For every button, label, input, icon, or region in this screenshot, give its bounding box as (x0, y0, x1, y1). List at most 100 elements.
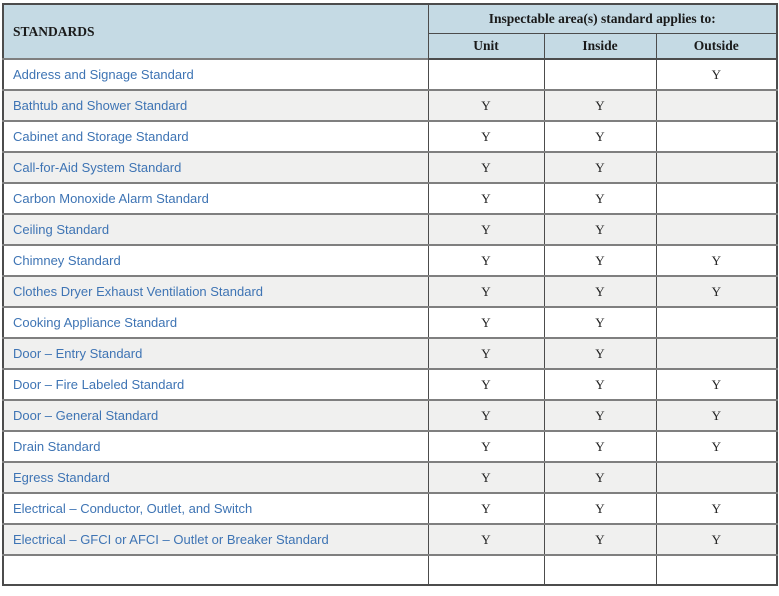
header-row-areas: Unit Inside Outside (3, 32, 778, 60)
inside-column-header: Inside (543, 32, 657, 60)
table-header: STANDARDS Inspectable area(s) standard a… (2, 3, 778, 60)
table-row: Chimney Standard Y Y Y (2, 244, 778, 276)
applies-inside-cell: Y (543, 89, 657, 121)
standard-name-cell: Bathtub and Shower Standard (2, 89, 429, 121)
standards-column-header: STANDARDS (2, 3, 429, 60)
standard-link[interactable]: Ceiling Standard (13, 222, 110, 237)
table-row: Cooking Appliance Standard Y Y (2, 306, 778, 338)
applies-unit-cell: Y (427, 89, 545, 121)
applies-unit-cell: Y (427, 492, 545, 524)
applies-unit-cell: Y (427, 182, 545, 214)
table-row: Clothes Dryer Exhaust Ventilation Standa… (2, 275, 778, 307)
standard-link[interactable]: Door – Fire Labeled Standard (13, 377, 185, 392)
standard-name-cell: Carbon Monoxide Alarm Standard (2, 182, 429, 214)
applies-inside-cell: Y (543, 306, 657, 338)
applies-outside-cell (655, 337, 778, 369)
table-row: Electrical – Conductor, Outlet, and Swit… (2, 492, 778, 524)
applies-cell (427, 554, 545, 585)
table-row: Bathtub and Shower Standard Y Y (2, 89, 778, 121)
applies-unit-cell: Y (427, 306, 545, 338)
standard-link[interactable]: Bathtub and Shower Standard (13, 98, 188, 113)
standard-name-cell: Cabinet and Storage Standard (2, 120, 429, 152)
applies-outside-cell (655, 89, 778, 121)
applies-inside-cell: Y (543, 523, 657, 555)
applies-unit-cell: Y (427, 523, 545, 555)
standard-link[interactable]: Electrical – GFCI or AFCI – Outlet or Br… (13, 532, 329, 547)
applies-outside-cell: Y (655, 244, 778, 276)
applies-outside-cell (655, 461, 778, 493)
table-row: Door – Entry Standard Y Y (2, 337, 778, 369)
table-row: Electrical – GFCI or AFCI – Outlet or Br… (2, 523, 778, 555)
applies-cell (655, 554, 778, 585)
applies-unit-cell: Y (427, 244, 545, 276)
applies-unit-cell: Y (427, 275, 545, 307)
standard-link[interactable]: Door – Entry Standard (13, 346, 143, 361)
standard-link[interactable]: Cabinet and Storage Standard (13, 129, 189, 144)
truncated-table-row (2, 554, 778, 585)
unit-column-header: Unit (427, 32, 545, 60)
applies-outside-cell: Y (655, 399, 778, 431)
applies-unit-cell: Y (427, 337, 545, 369)
applies-inside-cell: Y (543, 399, 657, 431)
applies-inside-cell: Y (543, 213, 657, 245)
applies-inside-cell: Y (543, 120, 657, 152)
applies-outside-cell (655, 182, 778, 214)
applies-outside-cell: Y (655, 368, 778, 400)
table-row: Call-for-Aid System Standard Y Y (2, 151, 778, 183)
standards-table-container: STANDARDS Inspectable area(s) standard a… (2, 3, 779, 586)
standard-link[interactable]: Carbon Monoxide Alarm Standard (13, 191, 209, 206)
applies-outside-cell: Y (655, 58, 778, 90)
applies-cell (543, 554, 657, 585)
applies-inside-cell: Y (543, 182, 657, 214)
applies-unit-cell: Y (427, 461, 545, 493)
applies-inside-cell: Y (543, 275, 657, 307)
applies-outside-cell (655, 120, 778, 152)
standard-link[interactable]: Electrical – Conductor, Outlet, and Swit… (13, 501, 253, 516)
standard-name-cell: Electrical – Conductor, Outlet, and Swit… (2, 492, 429, 524)
standard-name-cell: Clothes Dryer Exhaust Ventilation Standa… (2, 275, 429, 307)
applies-inside-cell: Y (543, 368, 657, 400)
standard-link[interactable]: Address and Signage Standard (13, 67, 194, 82)
standard-link[interactable]: Call-for-Aid System Standard (13, 160, 182, 175)
standards-table-body: Address and Signage Standard Y Bathtub and… (2, 58, 778, 585)
standard-name-cell: Electrical – GFCI or AFCI – Outlet or Br… (2, 523, 429, 555)
standard-link[interactable]: Clothes Dryer Exhaust Ventilation Standa… (13, 284, 264, 299)
standard-link[interactable]: Door – General Standard (13, 408, 159, 423)
applies-unit-cell: Y (427, 399, 545, 431)
applies-outside-cell (655, 213, 778, 245)
standard-link[interactable]: Egress Standard (13, 470, 110, 485)
applies-outside-cell: Y (655, 523, 778, 555)
standard-link[interactable]: Chimney Standard (13, 253, 121, 268)
standard-name-cell: Cooking Appliance Standard (2, 306, 429, 338)
standard-name-cell: Ceiling Standard (2, 213, 429, 245)
standard-link[interactable]: Cooking Appliance Standard (13, 315, 178, 330)
standard-link[interactable]: Drain Standard (13, 439, 101, 454)
standard-name-cell: Egress Standard (2, 461, 429, 493)
applies-inside-cell: Y (543, 244, 657, 276)
applies-inside-cell: Y (543, 492, 657, 524)
table-row: Carbon Monoxide Alarm Standard Y Y (2, 182, 778, 214)
standard-name-cell: Door – Fire Labeled Standard (2, 368, 429, 400)
table-row: Address and Signage Standard Y (2, 58, 778, 90)
standard-name-cell: Chimney Standard (2, 244, 429, 276)
standard-name-cell: Call-for-Aid System Standard (2, 151, 429, 183)
applies-inside-cell: Y (543, 461, 657, 493)
standard-name-cell: Door – General Standard (2, 399, 429, 431)
applies-outside-cell: Y (655, 492, 778, 524)
applies-outside-cell: Y (655, 275, 778, 307)
applies-unit-cell (427, 58, 545, 90)
table-row: Door – Fire Labeled Standard Y Y Y (2, 368, 778, 400)
applies-inside-cell: Y (543, 337, 657, 369)
standard-name-cell: Address and Signage Standard (2, 58, 429, 90)
applies-unit-cell: Y (427, 368, 545, 400)
table-row: Ceiling Standard Y Y (2, 213, 778, 245)
standard-name-cell: Drain Standard (2, 430, 429, 462)
standard-name-cell (2, 554, 429, 585)
table-row: Cabinet and Storage Standard Y Y (2, 120, 778, 152)
applies-inside-cell (543, 58, 657, 90)
table-row: Egress Standard Y Y (2, 461, 778, 493)
applies-inside-cell: Y (543, 430, 657, 462)
standards-table: STANDARDS Inspectable area(s) standard a… (2, 3, 779, 586)
standard-name-cell: Door – Entry Standard (2, 337, 429, 369)
applies-unit-cell: Y (427, 151, 545, 183)
